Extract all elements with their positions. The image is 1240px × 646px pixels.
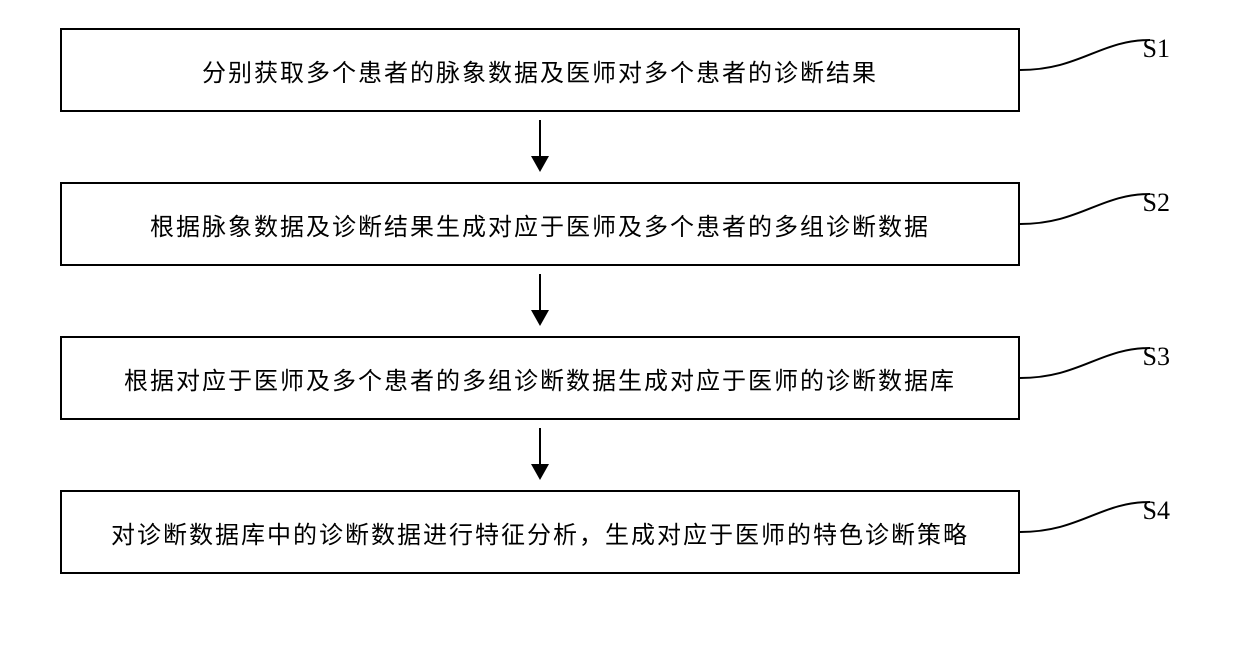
step-label-s1: S1 [1143, 34, 1170, 64]
connector-curve-s2 [1020, 182, 1160, 242]
step-2-wrap: 根据脉象数据及诊断结果生成对应于医师及多个患者的多组诊断数据 S2 [60, 182, 1180, 266]
flowchart-container: 分别获取多个患者的脉象数据及医师对多个患者的诊断结果 S1 根据脉象数据及诊断结… [60, 28, 1180, 574]
step-1-wrap: 分别获取多个患者的脉象数据及医师对多个患者的诊断结果 S1 [60, 28, 1180, 112]
arrow-down-icon [526, 428, 554, 480]
step-label-s2: S2 [1143, 188, 1170, 218]
step-label-s3: S3 [1143, 342, 1170, 372]
arrow-s3-s4 [60, 420, 1020, 490]
step-box-s3: 根据对应于医师及多个患者的多组诊断数据生成对应于医师的诊断数据库 [60, 336, 1020, 420]
connector-curve-s1 [1020, 28, 1160, 88]
step-text-s3: 根据对应于医师及多个患者的多组诊断数据生成对应于医师的诊断数据库 [124, 361, 956, 396]
step-box-s4: 对诊断数据库中的诊断数据进行特征分析，生成对应于医师的特色诊断策略 [60, 490, 1020, 574]
step-box-s1: 分别获取多个患者的脉象数据及医师对多个患者的诊断结果 [60, 28, 1020, 112]
arrow-s2-s3 [60, 266, 1020, 336]
connector-curve-s4 [1020, 490, 1160, 550]
arrow-down-icon [526, 274, 554, 326]
step-text-s2: 根据脉象数据及诊断结果生成对应于医师及多个患者的多组诊断数据 [150, 207, 930, 242]
connector-curve-s3 [1020, 336, 1160, 396]
step-box-s2: 根据脉象数据及诊断结果生成对应于医师及多个患者的多组诊断数据 [60, 182, 1020, 266]
arrow-s1-s2 [60, 112, 1020, 182]
step-4-wrap: 对诊断数据库中的诊断数据进行特征分析，生成对应于医师的特色诊断策略 S4 [60, 490, 1180, 574]
step-label-s4: S4 [1143, 496, 1170, 526]
step-3-wrap: 根据对应于医师及多个患者的多组诊断数据生成对应于医师的诊断数据库 S3 [60, 336, 1180, 420]
step-text-s1: 分别获取多个患者的脉象数据及医师对多个患者的诊断结果 [202, 53, 878, 88]
arrow-down-icon [526, 120, 554, 172]
step-text-s4: 对诊断数据库中的诊断数据进行特征分析，生成对应于医师的特色诊断策略 [111, 515, 969, 550]
